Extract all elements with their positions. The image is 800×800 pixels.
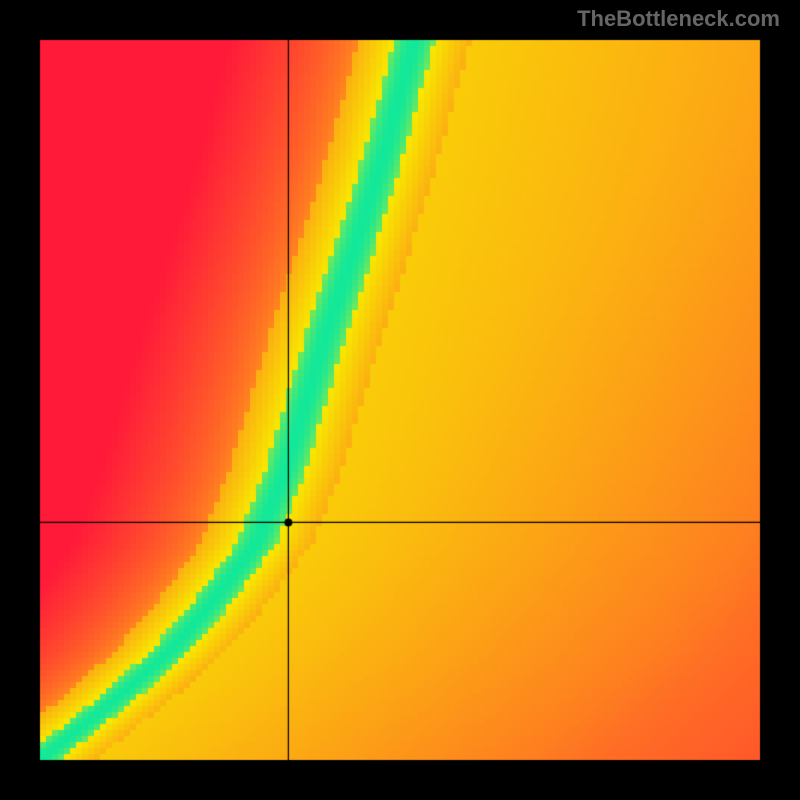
heatmap-canvas <box>0 0 800 800</box>
chart-container: TheBottleneck.com <box>0 0 800 800</box>
watermark-text: TheBottleneck.com <box>577 6 780 32</box>
